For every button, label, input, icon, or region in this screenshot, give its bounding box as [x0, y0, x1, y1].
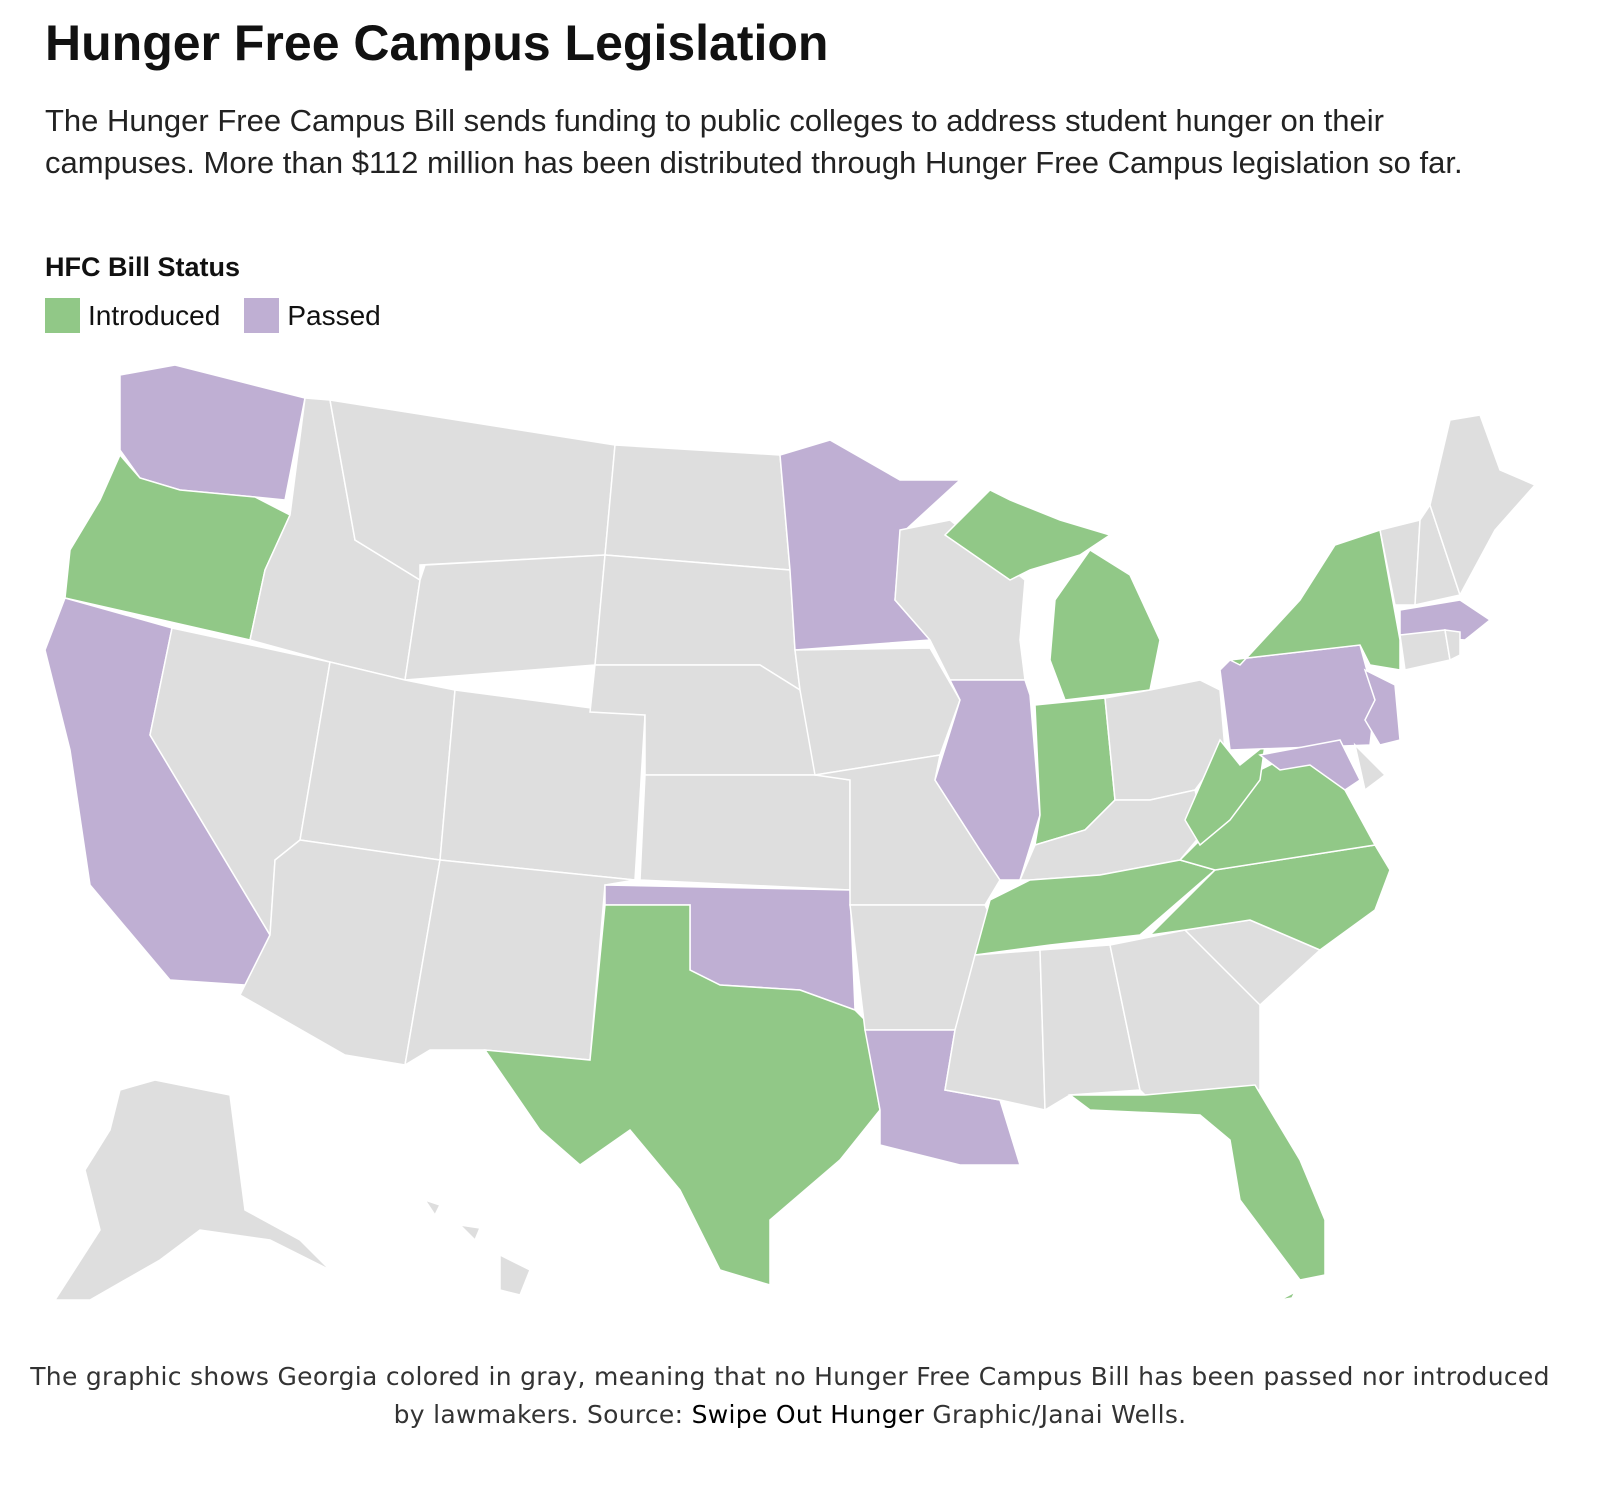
state — [639, 774, 851, 891]
state — [404, 554, 606, 681]
legend-swatch — [244, 298, 280, 333]
state — [1258, 739, 1361, 791]
source-link[interactable]: Swipe Out Hunger — [691, 1400, 925, 1429]
state — [499, 1253, 531, 1296]
state — [1227, 529, 1401, 671]
map — [44, 364, 1537, 1301]
state — [1039, 944, 1141, 1112]
state — [1363, 668, 1401, 746]
legend-title: HFC Bill Status — [45, 252, 241, 282]
state — [604, 444, 791, 571]
state — [1399, 629, 1451, 671]
state — [943, 489, 1112, 581]
caption-text: Graphic/Janai Wells. — [924, 1400, 1187, 1429]
state — [1049, 548, 1161, 701]
state — [423, 1198, 442, 1217]
state — [53, 1079, 331, 1301]
legend-label: Passed — [287, 299, 381, 331]
state — [1353, 742, 1387, 792]
state — [483, 904, 881, 1287]
legend-item: Passed — [244, 298, 381, 333]
state — [1279, 1290, 1297, 1301]
subtitle: The Hunger Free Campus Bill sends fundin… — [45, 103, 1463, 180]
legend-label: Introduced — [88, 299, 221, 331]
caption-text: The graphic shows Georgia colored in gra… — [30, 1362, 1550, 1429]
state — [934, 679, 1041, 881]
caption: The graphic shows Georgia colored in gra… — [20, 1358, 1560, 1434]
legend: Introduced Passed — [45, 298, 381, 333]
state — [457, 1223, 482, 1242]
legend-item: Introduced — [45, 298, 220, 333]
title: Hunger Free Campus Legislation — [45, 15, 829, 71]
state — [439, 689, 646, 881]
state — [1429, 414, 1537, 597]
state — [1399, 599, 1492, 641]
state — [1067, 1084, 1326, 1281]
state — [1444, 629, 1461, 662]
state — [1184, 738, 1267, 847]
legend-swatch — [45, 298, 80, 333]
